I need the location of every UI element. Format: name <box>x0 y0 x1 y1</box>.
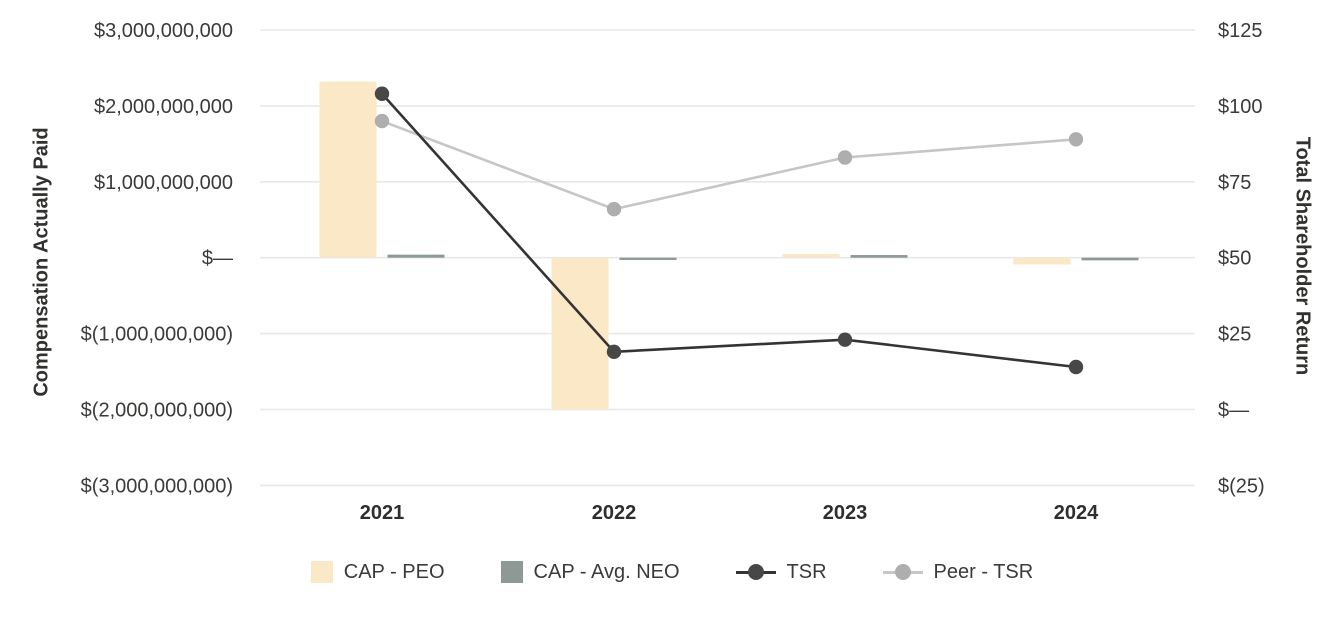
bar-cap-peo-2021 <box>319 81 377 258</box>
legend-swatch-cap-peo <box>310 561 333 583</box>
legend-item-cap-peo: CAP - PEO <box>310 560 445 584</box>
bar-cap-peo-2022 <box>551 257 609 410</box>
point-peer-tsr-2021 <box>374 113 390 129</box>
x-axis-label-2021: 2021 <box>360 502 405 524</box>
bar-cap-avg-neo-2023 <box>850 255 908 258</box>
bar-cap-avg-neo-2024 <box>1081 257 1139 261</box>
bar-cap-avg-neo-2021 <box>387 254 445 258</box>
right-axis-tick-label: $(25) <box>1218 475 1265 497</box>
legend-item-tsr: TSR <box>735 560 827 584</box>
legend-label-cap-peo: CAP - PEO <box>343 560 445 583</box>
left-axis-tick-label: $(1,000,000,000) <box>81 324 233 346</box>
legend-label-peer-tsr: Peer - TSR <box>933 560 1034 583</box>
right-axis-title: Total Shareholder Return <box>1291 136 1314 376</box>
legend-dot-icon <box>747 564 764 580</box>
x-axis-label-2022: 2022 <box>592 502 637 524</box>
legend-swatch-peer-tsr <box>882 561 923 583</box>
legend-label-tsr: TSR <box>786 560 827 583</box>
x-axis-label-2023: 2023 <box>823 502 868 524</box>
legend-swatch-cap-avg-neo <box>500 561 523 583</box>
legend-swatch-tsr <box>735 561 776 583</box>
right-axis-tick-label: $25 <box>1218 324 1251 346</box>
left-axis-tick-label: $2,000,000,000 <box>94 96 233 118</box>
point-tsr-2024 <box>1068 359 1084 375</box>
left-axis-tick-label: $(3,000,000,000) <box>81 475 233 497</box>
legend-dot-icon <box>894 564 911 580</box>
point-tsr-2021 <box>374 86 390 101</box>
left-axis-title: Compensation Actually Paid <box>30 127 53 397</box>
right-axis-tick-label: $50 <box>1218 248 1251 270</box>
x-axis-label-2024: 2024 <box>1054 502 1099 524</box>
right-axis-tick-label: $125 <box>1218 20 1263 42</box>
left-axis-tick-label: $1,000,000,000 <box>94 172 233 194</box>
chart-legend: CAP - PEO CAP - Avg. NEO TSR Peer - TSR <box>0 550 1344 594</box>
point-peer-tsr-2022 <box>606 201 622 217</box>
bar-cap-peo-2023 <box>782 253 840 258</box>
left-axis-tick-label: $3,000,000,000 <box>94 20 233 42</box>
bar-cap-peo-2024 <box>1013 257 1071 265</box>
right-axis-tick-label: $100 <box>1218 96 1263 118</box>
point-tsr-2022 <box>606 344 622 360</box>
left-axis-tick-label: $(2,000,000,000) <box>81 400 233 422</box>
bar-cap-avg-neo-2022 <box>619 257 677 260</box>
right-axis-tick-label: $— <box>1218 400 1249 422</box>
line-tsr <box>381 92 1077 369</box>
left-axis-tick-label: $— <box>202 248 233 270</box>
point-peer-tsr-2023 <box>837 150 853 165</box>
point-tsr-2023 <box>837 332 853 347</box>
right-axis-tick-label: $75 <box>1218 172 1251 194</box>
line-peer-tsr <box>381 119 1077 211</box>
legend-item-cap-avg-neo: CAP - Avg. NEO <box>500 560 680 584</box>
legend-item-peer-tsr: Peer - TSR <box>882 560 1034 584</box>
point-peer-tsr-2024 <box>1068 132 1084 147</box>
legend-label-cap-avg-neo: CAP - Avg. NEO <box>533 560 680 583</box>
